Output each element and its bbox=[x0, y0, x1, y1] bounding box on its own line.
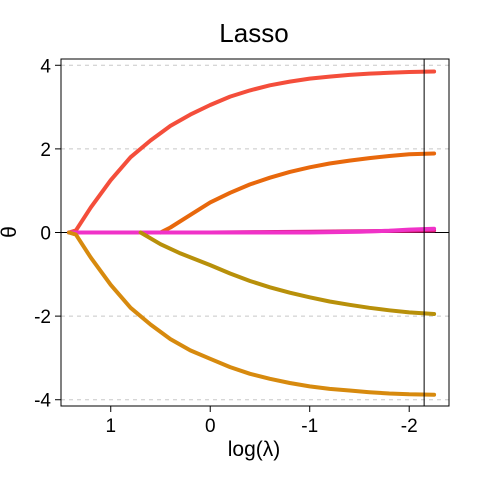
series-lines bbox=[67, 69, 437, 397]
y-tick-label: -4 bbox=[34, 391, 51, 412]
y-axis-label: θ bbox=[0, 226, 21, 238]
y-tick-label: 0 bbox=[40, 224, 51, 245]
y-tick-label: -2 bbox=[34, 307, 51, 328]
x-tick-label: -1 bbox=[301, 416, 318, 437]
series-line-2 bbox=[158, 151, 437, 235]
y-tick-label: 4 bbox=[40, 56, 51, 77]
series-line-5 bbox=[138, 230, 437, 316]
series-line-1 bbox=[67, 69, 437, 235]
x-axis-label: log(λ) bbox=[228, 438, 281, 461]
gridlines bbox=[61, 64, 449, 401]
x-tick-label: 0 bbox=[205, 416, 216, 437]
chart-title: Lasso bbox=[219, 18, 288, 48]
x-axis-ticks: 1 0 -1 -2 bbox=[105, 406, 418, 437]
series-line-4 bbox=[67, 226, 437, 235]
x-tick-label: -2 bbox=[401, 416, 418, 437]
y-axis-ticks: 4 2 0 -2 -4 bbox=[34, 56, 61, 412]
x-tick-label: 1 bbox=[105, 416, 116, 437]
y-tick-label: 2 bbox=[40, 140, 51, 161]
series-line-6 bbox=[67, 230, 437, 397]
